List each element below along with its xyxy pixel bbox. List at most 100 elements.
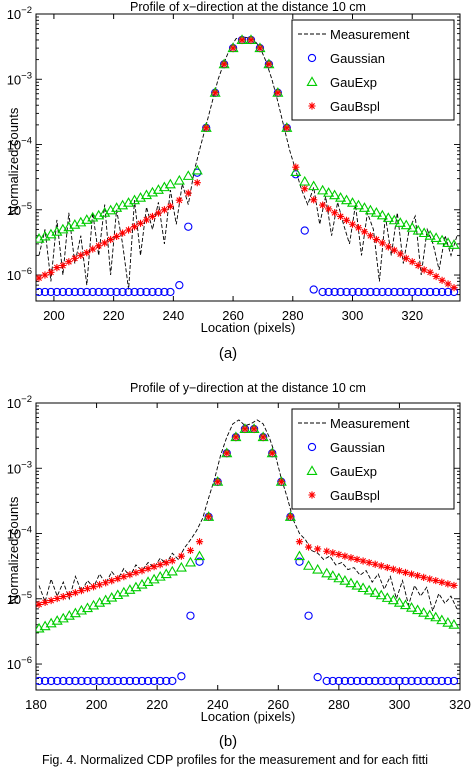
series-gaussian-point xyxy=(76,287,85,297)
series-gaubspl-point xyxy=(390,246,398,254)
series-gaubspl-point xyxy=(384,243,392,251)
series-gaussian-point xyxy=(65,676,74,686)
series-gaubspl-point xyxy=(177,552,185,560)
series-gaussian-point xyxy=(449,676,459,686)
series-gaubspl-point xyxy=(283,124,291,132)
series-gauexp-point xyxy=(352,199,365,210)
series-gaussian-point xyxy=(168,676,177,686)
series-gaussian-point xyxy=(364,676,374,686)
series-gaussian-point xyxy=(336,287,345,297)
series-gauexp-point xyxy=(424,609,436,620)
series-gaubspl-point xyxy=(347,554,355,562)
series-gaussian-point xyxy=(300,226,309,235)
series-gaubspl-point xyxy=(265,60,273,68)
x-tick-label: 260 xyxy=(267,697,289,712)
series-gaubspl-point xyxy=(83,585,92,593)
series-gaussian-point xyxy=(348,287,357,297)
series-gauexp-point xyxy=(394,217,406,227)
legend-label: Measurement xyxy=(330,416,410,431)
series-gauexp-point xyxy=(293,550,306,561)
x-axis-label: Location (pixels) xyxy=(201,320,296,335)
series-gauexp-point xyxy=(351,579,363,590)
series-gaussian-point xyxy=(360,287,369,297)
series-gaubspl-point xyxy=(336,212,345,221)
series-gaussian-point xyxy=(162,676,171,686)
legend-box xyxy=(291,408,455,510)
series-gaubspl-point xyxy=(102,579,110,587)
series-gauexp-point xyxy=(370,207,382,217)
series-gaubspl-point xyxy=(354,224,363,232)
series-gaussian-point xyxy=(156,676,165,686)
series-gaubspl-point xyxy=(378,239,386,247)
series-gaubspl-point xyxy=(36,274,43,282)
series-gaubspl-point xyxy=(295,538,304,546)
series-gaussian-point xyxy=(107,676,116,686)
series-gaussian-point xyxy=(59,676,68,686)
x-tick-label: 300 xyxy=(342,308,364,323)
series-gauexp-point xyxy=(442,616,454,627)
series-gauexp-point xyxy=(335,192,347,202)
series-gaussian-point xyxy=(431,287,441,297)
series-gaubspl-point xyxy=(156,561,164,569)
series-gaubspl-point xyxy=(292,163,300,171)
series-gauexp-point xyxy=(327,570,339,580)
series-gaubspl-point xyxy=(402,254,410,262)
series-gaubspl-point xyxy=(274,89,282,97)
series-gaubspl-point xyxy=(414,572,422,580)
series-gaubspl-point xyxy=(372,235,380,244)
series-gaubspl-point xyxy=(59,592,67,601)
series-gaubspl-point xyxy=(319,201,327,209)
series-gaussian-point xyxy=(113,676,122,686)
series-gaussian-point xyxy=(420,287,429,297)
series-gauexp-point xyxy=(323,187,335,197)
series-gaubspl-point xyxy=(148,212,157,221)
series-gauexp-point xyxy=(393,597,405,607)
series-gaussian-point xyxy=(309,285,318,294)
series-gaubspl-point xyxy=(166,202,174,210)
series-gaubspl-point xyxy=(396,250,404,258)
series-gauexp-point xyxy=(308,180,320,191)
x-tick-label: 280 xyxy=(328,697,350,712)
series-gaussian-point xyxy=(396,287,405,297)
y-tick-label: 10−4 xyxy=(7,136,32,153)
series-gaubspl-point xyxy=(132,569,140,577)
series-gaubspl-point xyxy=(126,571,134,579)
series-gaussian-point xyxy=(64,287,73,297)
series-gaussian-point xyxy=(383,676,392,686)
series-gauexp-point xyxy=(193,550,206,561)
series-gaubspl-point xyxy=(325,205,333,213)
plot-area xyxy=(36,419,460,686)
legend-swatch xyxy=(307,53,317,63)
series-gaubspl-point xyxy=(401,568,410,577)
legend-label: Gaussian xyxy=(330,51,385,66)
y-tick-label: 10−2 xyxy=(7,394,32,411)
chart-title: Profile of x−direction at the distance 1… xyxy=(130,0,366,14)
series-gauexp-point xyxy=(312,563,324,574)
series-gaussian-point xyxy=(70,287,79,297)
series-gaubspl-point xyxy=(426,268,434,276)
series-gaubspl-point xyxy=(142,216,151,224)
series-gaubspl-point xyxy=(259,433,267,441)
series-gaubspl-point xyxy=(450,581,458,590)
x-tick-label: 320 xyxy=(401,308,423,323)
series-gaussian-point xyxy=(95,676,104,686)
series-gaubspl-point xyxy=(342,216,351,224)
x-tick-label: 220 xyxy=(146,697,168,712)
y-tick-label: 10−4 xyxy=(7,525,32,542)
series-gaussian-point xyxy=(186,611,195,620)
series-gaussian-point xyxy=(142,287,151,297)
series-gaussian-point xyxy=(425,287,435,297)
series-gaubspl-point xyxy=(348,220,357,228)
series-gauexp-point xyxy=(418,227,430,238)
series-gauexp-point xyxy=(166,565,178,576)
series-gaubspl-point xyxy=(250,425,258,433)
series-gaubspl-point xyxy=(383,563,391,572)
series-gaussian-point xyxy=(137,676,147,686)
series-gaubspl-point xyxy=(202,124,210,132)
series-gaubspl-point xyxy=(162,559,170,567)
series-gaubspl-point xyxy=(53,594,61,603)
series-gaussian-point xyxy=(89,676,98,686)
series-gaussian-point xyxy=(437,676,446,686)
series-gaussian-point xyxy=(419,676,428,686)
series-gaubspl-point xyxy=(41,271,49,279)
